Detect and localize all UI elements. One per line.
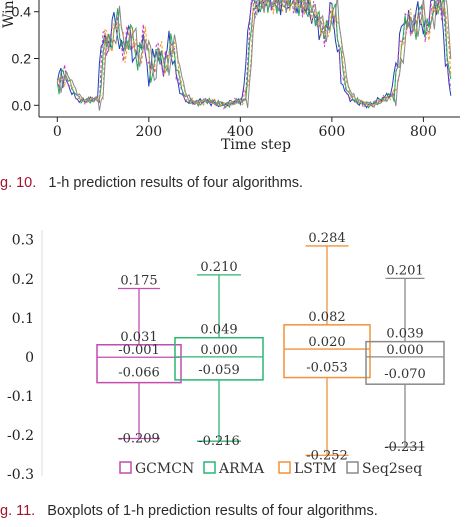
y-ticks: 0.0 0.2 0.4 — [12, 4, 39, 113]
line-series-group — [56, 0, 452, 111]
min-label: -0.231 — [384, 440, 426, 455]
iqr-box — [174, 336, 264, 381]
min-label: -0.216 — [198, 434, 240, 449]
legend-label-gcmcn: GCMCN — [135, 461, 194, 477]
line-series-4 — [57, 0, 452, 111]
y-tick-label: -0.2 — [7, 428, 34, 444]
legend-label-lstm: LSTM — [294, 461, 337, 477]
q1-label: -0.070 — [384, 367, 426, 382]
y-tick-label: -0.3 — [7, 467, 34, 483]
legend-label-arma: ARMA — [218, 461, 265, 477]
y-tick-label: 0.3 — [12, 233, 34, 249]
line-series-2 — [56, 0, 452, 109]
iqr-box — [96, 344, 182, 384]
median-label: 0.000 — [386, 343, 423, 358]
legend: GCMCN ARMA LSTM Seq2seq — [119, 461, 422, 477]
y-tick-label: 0.2 — [12, 272, 34, 288]
max-label: 0.210 — [200, 260, 237, 275]
x-axis-label: Time step — [221, 137, 291, 153]
q1-label: -0.053 — [306, 361, 348, 376]
x-ticks: 0 200 400 600 800 — [53, 117, 437, 140]
caption-fig11-number: g. 11. — [0, 503, 36, 519]
y-tick-label: 0.0 — [12, 97, 32, 113]
caption-fig11-text: Boxplots of 1-h prediction results of fo… — [47, 503, 378, 519]
y-axis-label: Wind — [1, 0, 17, 28]
q3-label: 0.039 — [386, 327, 423, 342]
legend-swatch-seq2seq — [346, 461, 359, 474]
y-tick-label: 0.2 — [12, 51, 32, 67]
line-series-0 — [56, 0, 452, 109]
x-tick-label: 200 — [135, 124, 162, 140]
boxplot-chart: -0.3 -0.2 -0.1 0 0.1 0.2 0.3 0.175 0.031-0.001 -… — [7, 230, 445, 483]
x-tick-label: 600 — [319, 124, 346, 140]
caption-fig10-number: g. 10. — [0, 175, 37, 191]
q3-label: 0.031 — [120, 330, 157, 345]
median-label: 0.020 — [308, 335, 345, 350]
boxes: 0.1750.031-0.001-0.066-0.2090.2100.0490.… — [96, 231, 445, 463]
line-series-1 — [56, 0, 452, 110]
box-arma: 0.210 0.049 0.000 -0.059 -0.216 — [174, 260, 264, 449]
max-label: 0.175 — [120, 274, 157, 289]
x-tick-label: 0 — [53, 124, 62, 140]
iqr-box — [365, 340, 445, 385]
y-tick-label: 0.4 — [12, 4, 32, 20]
x-tick-label: 800 — [410, 124, 437, 140]
legend-label-seq2seq: Seq2seq — [362, 461, 422, 477]
median-label: 0.000 — [200, 343, 237, 358]
caption-fig10-text: 1-h prediction results of four algorithm… — [48, 175, 304, 191]
x-tick-label: 400 — [227, 124, 254, 140]
q3-label: 0.049 — [200, 323, 237, 338]
min-label: -0.252 — [306, 448, 348, 463]
box-lstm: 0.284 0.082 0.020 -0.053 -0.252 — [283, 231, 371, 463]
wind-line-chart: 0.0 0.2 0.4 0 200 400 600 800 Wind Time step — [1, 0, 460, 153]
legend-swatch-lstm — [278, 461, 291, 474]
y-tick-label: -0.1 — [7, 389, 34, 405]
max-label: 0.284 — [308, 231, 345, 246]
legend-swatch-arma — [203, 461, 216, 474]
y-ticks: -0.3 -0.2 -0.1 0 0.1 0.2 0.3 — [7, 233, 34, 483]
q3-label: 0.082 — [308, 310, 345, 325]
box-gcmcn: 0.175 0.031-0.001 -0.066 -0.209 — [96, 274, 182, 446]
q1-label: -0.059 — [198, 363, 240, 378]
iqr-box — [283, 324, 371, 379]
q1-label: -0.066 — [118, 366, 160, 381]
legend-swatch-gcmcn — [119, 461, 132, 474]
y-tick-label: 0 — [25, 350, 34, 366]
caption-fig10: g. 10. 1-h prediction results of four al… — [0, 175, 303, 191]
max-label: 0.201 — [386, 263, 423, 278]
y-tick-label: 0.1 — [12, 311, 34, 327]
caption-fig11: g. 11. Boxplots of 1-h prediction result… — [0, 503, 378, 519]
median-label: -0.001 — [118, 343, 160, 358]
min-label: -0.209 — [118, 431, 160, 446]
